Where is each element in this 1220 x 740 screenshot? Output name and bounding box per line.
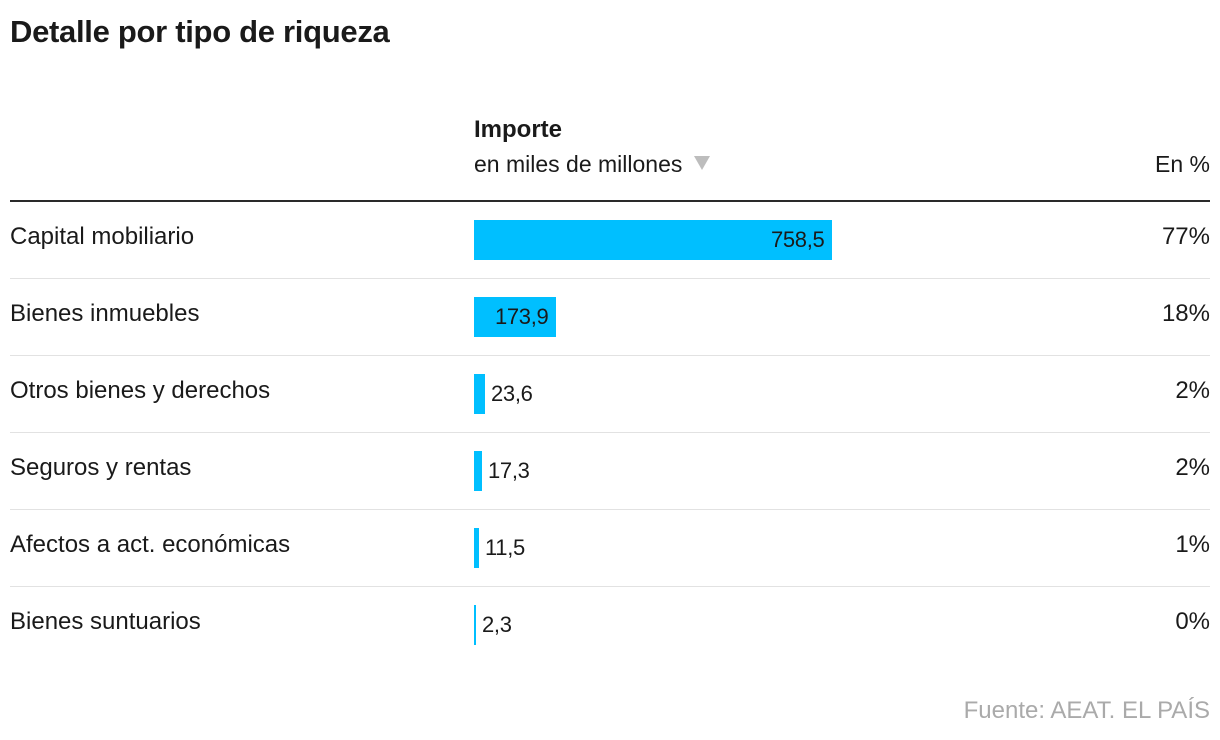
percent-label: 2% — [1175, 454, 1210, 481]
percent-label: 2% — [1175, 377, 1210, 404]
percent-label: 1% — [1175, 531, 1210, 558]
bar — [474, 297, 556, 337]
source-note: Fuente: AEAT. EL PAÍS — [963, 697, 1210, 724]
category-label: Otros bienes y derechos — [10, 377, 271, 404]
bar-value-label: 2,3 — [482, 612, 512, 637]
column-header-unit[interactable]: en miles de millones — [474, 151, 711, 178]
category-label: Capital mobiliario — [10, 223, 195, 250]
category-label: Bienes inmuebles — [10, 300, 200, 327]
column-header-pct: En % — [1155, 151, 1210, 177]
column-header-unit-label: en miles de millones — [474, 151, 683, 177]
bar-value-label: 11,5 — [485, 535, 525, 560]
table-row: Bienes suntuarios 2,3 0% — [10, 587, 1210, 663]
bar — [474, 451, 482, 491]
percent-label: 77% — [1161, 223, 1210, 250]
bar-value-label: 758,5 — [770, 227, 825, 252]
bar-value-label: 173,9 — [494, 304, 549, 329]
bar-table: Capital mobiliario 758,5 77% Bienes inmuebl… — [10, 202, 1210, 663]
category-label: Afectos a act. económicas — [10, 531, 291, 558]
bar — [474, 528, 479, 568]
percent-label: 18% — [1161, 300, 1210, 327]
percent-label: 0% — [1175, 608, 1210, 635]
bar-value-label: 17,3 — [488, 458, 530, 483]
table-row: Afectos a act. económicas 11,5 1% — [10, 510, 1210, 587]
category-label: Bienes suntuarios — [10, 608, 201, 635]
bar — [474, 605, 476, 645]
table-row: Otros bienes y derechos 23,6 2% — [10, 356, 1210, 433]
column-header-importe: Importe — [474, 116, 563, 143]
chart-title: Detalle por tipo de riqueza — [10, 14, 390, 49]
table-row: Bienes inmuebles 173,9 18% — [10, 279, 1210, 356]
category-label: Seguros y rentas — [10, 454, 192, 481]
table-row: Seguros y rentas 17,3 2% — [10, 433, 1210, 510]
bar — [474, 220, 832, 260]
sort-descending-icon[interactable] — [694, 156, 711, 170]
bar-value-label: 23,6 — [491, 381, 533, 406]
header-divider — [10, 200, 1210, 202]
table-row: Capital mobiliario 758,5 77% — [10, 202, 1210, 279]
bar — [474, 374, 485, 414]
